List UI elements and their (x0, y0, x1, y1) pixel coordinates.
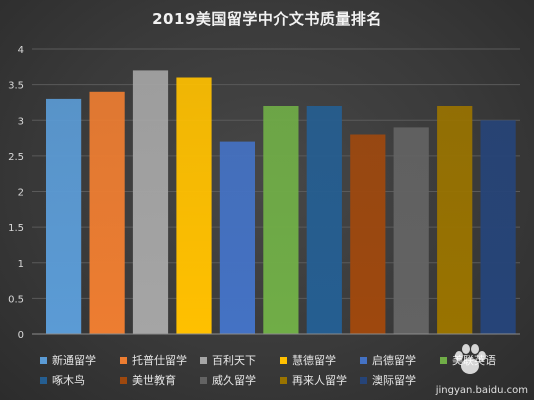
legend-label: 新通留学 (52, 354, 96, 367)
y-tick-label: 2 (18, 188, 24, 199)
bars (46, 70, 516, 335)
y-tick-label: 1.5 (8, 223, 24, 234)
legend-swatch (200, 356, 207, 364)
legend-label: 美世教育 (132, 374, 176, 387)
bar-4 (176, 77, 212, 334)
legend-item: 新通留学 (40, 352, 120, 368)
legend-swatch (280, 376, 287, 384)
legend-swatch (360, 356, 367, 364)
y-tick-label: 4 (18, 45, 24, 56)
legend-label: 再来人留学 (292, 374, 347, 387)
bar-2 (89, 91, 125, 335)
legend-item: 啄木鸟 (40, 372, 120, 388)
legend-swatch (440, 356, 447, 364)
legend-swatch (120, 376, 127, 384)
bar-11 (480, 120, 516, 335)
bar-5 (219, 141, 255, 334)
legend-label: 托普仕留学 (132, 354, 187, 367)
y-tick-label: 1 (18, 259, 24, 270)
legend-item: 威久留学 (200, 372, 280, 388)
bar-7 (306, 106, 342, 334)
bar-6 (263, 106, 299, 334)
legend-label: 威久留学 (212, 374, 256, 387)
bar-8 (350, 134, 386, 334)
bar-10 (437, 106, 473, 334)
bar-1 (46, 98, 82, 335)
legend-swatch (200, 376, 207, 384)
y-tick-label: 0.5 (8, 294, 24, 305)
legend-swatch (360, 376, 367, 384)
y-tick-label: 3 (18, 116, 24, 127)
legend-item: 启德留学 (360, 352, 440, 368)
legend-label: 澳际留学 (372, 374, 416, 387)
legend-item: 澳际留学 (360, 372, 440, 388)
chart-title: 2019美国留学中介文书质量排名 (152, 10, 382, 28)
bar-9 (393, 127, 429, 335)
legend-swatch (40, 356, 47, 364)
legend-label: 启德留学 (372, 354, 416, 367)
legend-label: 美联英语 (452, 354, 496, 367)
legend-item: 百利天下 (200, 352, 280, 368)
legend-label: 慧德留学 (292, 354, 336, 367)
legend-item: 美世教育 (120, 372, 200, 388)
legend-item: 美联英语 (440, 352, 520, 368)
y-axis-ticks: 0 0.5 1 1.5 2 2.5 3 3.5 4 (8, 45, 24, 341)
y-tick-label: 2.5 (8, 152, 24, 163)
y-tick-label: 0 (18, 330, 24, 341)
legend-swatch (280, 356, 287, 364)
legend-item: 慧德留学 (280, 352, 360, 368)
legend-item: 托普仕留学 (120, 352, 200, 368)
legend-swatch (40, 376, 47, 384)
y-tick-label: 3.5 (8, 81, 24, 92)
legend-swatch (120, 356, 127, 364)
chart-legend: 新通留学 托普仕留学 百利天下 慧德留学 启德留学 美联英语啄木鸟 美世教育 威久留学 再来人留… (40, 352, 520, 388)
legend-label: 百利天下 (212, 354, 256, 367)
legend-label: 啄木鸟 (52, 374, 85, 387)
bar-3 (132, 70, 169, 335)
legend-item: 再来人留学 (280, 372, 360, 388)
